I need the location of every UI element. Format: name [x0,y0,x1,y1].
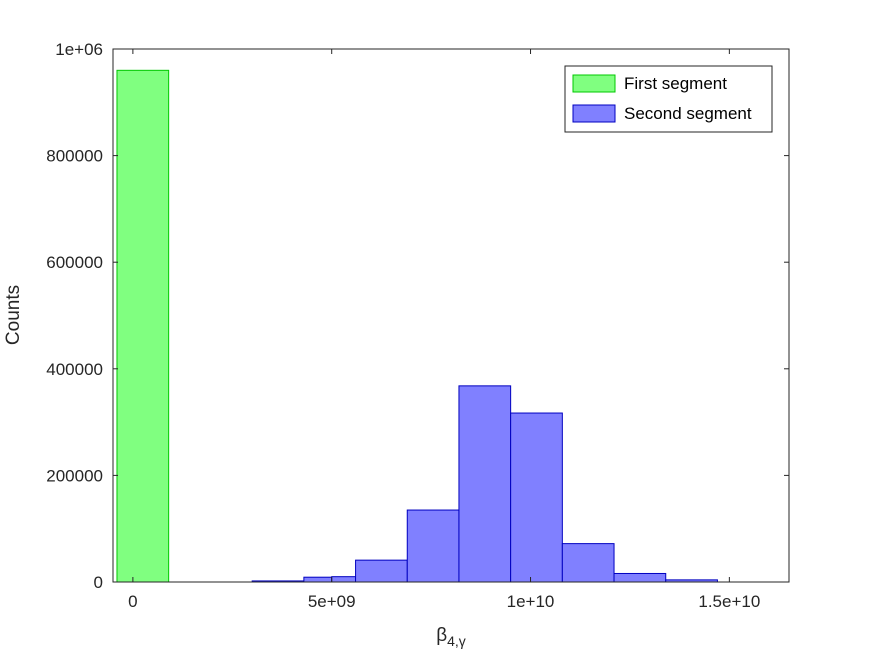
x-tick-label-0: 0 [128,592,137,611]
x-axis-label-main: β [436,625,447,646]
bar-series-1-bin-8 [613,572,667,583]
bar-series-1-bin-2 [331,576,357,583]
ticks-layer: 0 5e+09 1e+10 1.5e+10 0 200000 400000 600000 800… [46,40,789,611]
bar-series-1-bin-6 [510,412,563,583]
y-tick-label-0: 0 [94,573,103,592]
y-tick-label-2: 400000 [46,360,103,379]
plot-background [113,49,789,582]
bar-series-1-bin-7 [561,543,615,583]
bar-series-0-bin-0 [116,69,170,583]
legend: First segment Second segment [564,65,773,133]
bar-series-1-bin-1 [303,576,333,583]
x-tick-label-1: 5e+09 [308,592,356,611]
bar-series-1-bin-3 [355,559,408,583]
y-tick-label-3: 600000 [46,253,103,272]
legend-label-first-segment: First segment [624,74,727,93]
y-tick-label-4: 800000 [46,147,103,166]
x-axis-label-subscript: 4,γ [447,633,466,649]
legend-swatch-first-segment [572,74,616,93]
legend-swatch-second-segment [572,104,616,123]
x-tick-label-3: 1.5e+10 [698,592,760,611]
bar-series-1-bin-4 [406,509,460,583]
y-tick-label-1: 200000 [46,466,103,485]
plot-frame [112,48,790,583]
y-axis-label: Counts [3,285,24,345]
legend-label-second-segment: Second segment [624,104,752,123]
bar-series-1-bin-5 [458,385,512,583]
x-axis-label: β4,γ [436,625,466,649]
y-tick-label-5: 1e+06 [55,40,103,59]
x-tick-label-2: 1e+10 [507,592,555,611]
bars-layer [116,69,718,583]
